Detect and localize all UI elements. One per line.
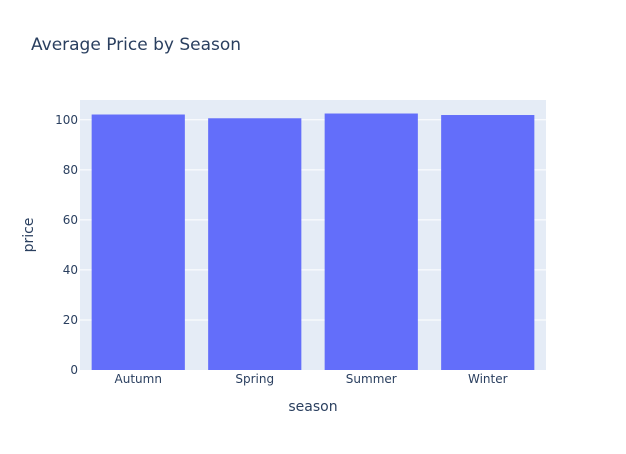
bar-autumn[interactable] bbox=[91, 114, 185, 371]
y-tick-labels: 0 20 40 60 80 100 bbox=[55, 113, 78, 377]
x-tick-label-winter: Winter bbox=[468, 372, 508, 386]
x-tick-label-spring: Spring bbox=[235, 372, 274, 386]
bar-spring[interactable] bbox=[208, 118, 302, 371]
y-tick-label: 20 bbox=[63, 313, 78, 327]
y-tick-label: 0 bbox=[70, 363, 78, 377]
y-tick-label: 60 bbox=[63, 213, 78, 227]
x-axis-title: season bbox=[288, 399, 337, 415]
y-tick-label: 40 bbox=[63, 263, 78, 277]
x-tick-label-summer: Summer bbox=[346, 372, 397, 386]
x-tick-label-autumn: Autumn bbox=[115, 372, 162, 386]
bar-summer[interactable] bbox=[324, 113, 418, 370]
y-tick-label: 80 bbox=[63, 163, 78, 177]
bar-winter[interactable] bbox=[441, 115, 535, 370]
bars bbox=[91, 113, 535, 371]
chart-title: Average Price by Season bbox=[31, 35, 241, 55]
y-axis-title: price bbox=[21, 218, 37, 253]
x-tick-labels: Autumn Spring Summer Winter bbox=[115, 372, 508, 386]
y-tick-label: 100 bbox=[55, 113, 78, 127]
